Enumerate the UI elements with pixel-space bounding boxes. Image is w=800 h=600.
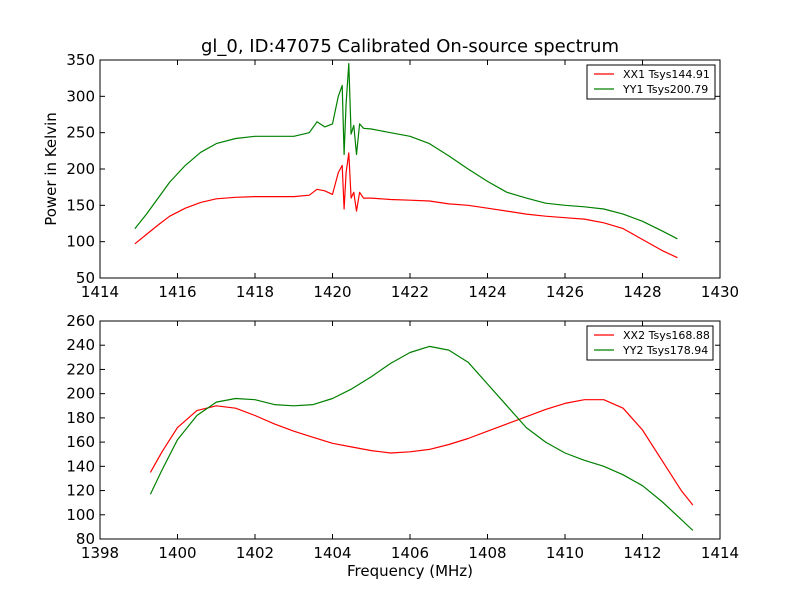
y-axis-label: Power in Kelvin bbox=[42, 112, 60, 226]
x-tick-label: 1408 bbox=[468, 544, 506, 562]
x-tick-label: 1422 bbox=[391, 283, 429, 301]
y-tick-label: 200 bbox=[66, 385, 95, 403]
x-tick-label: 1416 bbox=[158, 283, 196, 301]
legend-label-1: XX1 Tsys144.91 bbox=[623, 68, 710, 81]
x-tick-label: 1426 bbox=[546, 283, 584, 301]
y-tick-label: 50 bbox=[76, 269, 95, 287]
x-tick-label: 1414 bbox=[81, 283, 119, 301]
x-tick-label: 1428 bbox=[623, 283, 661, 301]
y-tick-label: 180 bbox=[66, 409, 95, 427]
y-tick-label: 100 bbox=[66, 506, 95, 524]
y-tick-label: 220 bbox=[66, 360, 95, 378]
legend-label-2: YY1 Tsys200.79 bbox=[622, 83, 708, 96]
bottom-panel: 1398 1400 1402 1404 1406 1408 1410 1412 1414 80 10… bbox=[66, 312, 739, 580]
legend-box bbox=[586, 64, 716, 100]
x-tick-label: 1400 bbox=[158, 544, 196, 562]
top-panel: 1414 1416 1418 1420 1422 1424 1426 1428 1430 50 10… bbox=[42, 51, 739, 301]
x-tick-label: 1430 bbox=[701, 283, 739, 301]
series-line-1 bbox=[134, 152, 678, 259]
x-tick-label: 1398 bbox=[81, 544, 119, 562]
y-tick-label: 250 bbox=[66, 124, 95, 142]
x-tick-label: 1406 bbox=[391, 544, 429, 562]
y-tick-label: 140 bbox=[66, 457, 95, 475]
legend-box bbox=[586, 325, 714, 361]
legend-label-1: XX2 Tsys168.88 bbox=[623, 329, 710, 342]
series-line-2 bbox=[149, 345, 694, 531]
x-axis-label: Frequency (MHz) bbox=[347, 562, 473, 580]
y-tick-label: 100 bbox=[66, 233, 95, 251]
series-line-1 bbox=[149, 399, 694, 506]
legend-label-2: YY2 Tsys178.94 bbox=[622, 344, 708, 357]
y-tick-label: 240 bbox=[66, 336, 95, 354]
x-tick-label: 1404 bbox=[313, 544, 351, 562]
y-tick-label: 350 bbox=[66, 51, 95, 69]
y-tick-label: 300 bbox=[66, 87, 95, 105]
y-tick-label: 80 bbox=[76, 530, 95, 548]
y-tick-label: 150 bbox=[66, 196, 95, 214]
x-tick-label: 1420 bbox=[313, 283, 351, 301]
x-tick-label: 1410 bbox=[546, 544, 584, 562]
y-tick-label: 160 bbox=[66, 433, 95, 451]
figure-title: gl_0, ID:47075 Calibrated On-source spec… bbox=[201, 36, 619, 57]
y-tick-label: 200 bbox=[66, 160, 95, 178]
y-tick-label: 120 bbox=[66, 482, 95, 500]
y-tick-label: 260 bbox=[66, 312, 95, 330]
x-tick-label: 1424 bbox=[468, 283, 506, 301]
x-tick-label: 1412 bbox=[623, 544, 661, 562]
x-tick-label: 1414 bbox=[701, 544, 739, 562]
series-line-2 bbox=[134, 63, 678, 240]
x-tick-label: 1418 bbox=[236, 283, 274, 301]
x-tick-label: 1402 bbox=[236, 544, 274, 562]
